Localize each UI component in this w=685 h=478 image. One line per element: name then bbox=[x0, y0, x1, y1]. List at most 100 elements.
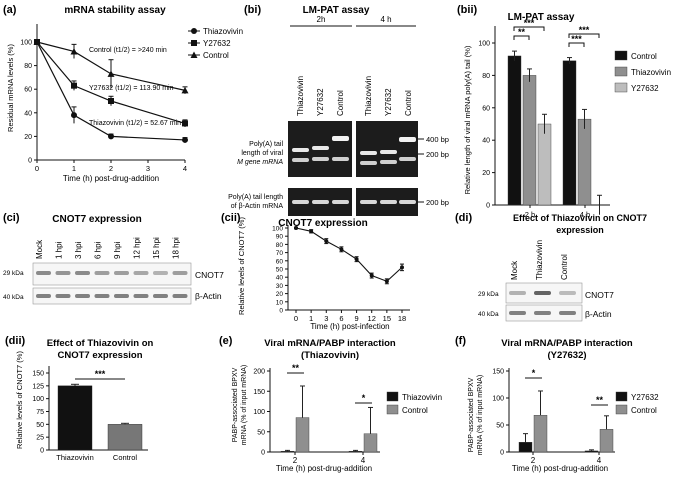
blot-band-actin bbox=[172, 294, 188, 298]
significance-bracket bbox=[568, 42, 585, 47]
bar-control bbox=[533, 415, 548, 453]
x-tick-label: 2 h bbox=[525, 210, 535, 219]
bar-y27632 bbox=[518, 442, 533, 453]
x-tick-label: 4 bbox=[361, 456, 366, 465]
blot-title-ci: CNOT7 expression bbox=[52, 214, 141, 225]
gel-band bbox=[312, 157, 329, 161]
time-label-2h: 2h bbox=[317, 15, 326, 24]
gel-row1-label-line1: Poly(A) tail bbox=[249, 141, 283, 148]
y-tick-label: 0 bbox=[486, 203, 490, 210]
blot-band-cnot7 bbox=[55, 271, 71, 275]
significance-bracket bbox=[513, 35, 530, 40]
panel-label-a: (a) bbox=[3, 4, 17, 16]
bar-control bbox=[295, 417, 310, 453]
significance-label: *** bbox=[571, 34, 582, 44]
blot-band-actin bbox=[75, 294, 90, 298]
blot-band-cnot7 bbox=[559, 291, 576, 295]
blot-actin-strip bbox=[32, 287, 192, 305]
blot-lane-label: 6 hpi bbox=[94, 241, 103, 259]
blot-band-actin bbox=[559, 311, 576, 315]
legend-label-control: Control bbox=[631, 406, 657, 415]
x-tick-label: 4 bbox=[183, 164, 187, 173]
y-axis-label-e-line2: mRNA (% of input mRNA) bbox=[241, 365, 248, 446]
x-tick-label: 3 bbox=[146, 164, 150, 173]
legend-swatch-thiazovivin bbox=[614, 66, 628, 77]
blot-band-actin bbox=[55, 294, 71, 298]
blot-band-actin bbox=[133, 294, 149, 298]
gel-band bbox=[312, 200, 329, 204]
blot-band-cnot7 bbox=[153, 271, 168, 275]
gel-lane-label: Control bbox=[404, 90, 413, 116]
blot-band-cnot7 bbox=[133, 271, 149, 275]
annotation-control-halflife: Control (t1/2) = >240 min bbox=[89, 47, 167, 54]
gel-band bbox=[292, 148, 309, 152]
gel-band bbox=[332, 200, 349, 204]
blot-band-actin bbox=[153, 294, 168, 298]
x-tick-label: 1 bbox=[72, 164, 76, 173]
blot-band-actin bbox=[509, 311, 526, 315]
x-tick-label: 2 bbox=[293, 456, 298, 465]
x-tick-label: 12 bbox=[368, 314, 376, 323]
marker-400bp: 400 bp bbox=[426, 135, 449, 144]
y-tick-label: 50 bbox=[496, 423, 504, 430]
annotation-y27632-halflife: Y27632 (t1/2) = 113.90 min bbox=[89, 85, 174, 92]
series-line-control bbox=[36, 41, 186, 91]
x-axis-label-a: Time (h) post-drug-addition bbox=[63, 174, 159, 183]
panel-label-f: (f) bbox=[455, 335, 466, 347]
x-tick-label: 0 bbox=[294, 314, 298, 323]
data-point-cnot7 bbox=[324, 239, 329, 244]
gel-band bbox=[380, 150, 397, 154]
y-tick-label: 20 bbox=[276, 291, 284, 298]
x-tick-label: 4 h bbox=[580, 210, 590, 219]
di-label-cnot7: CNOT7 bbox=[585, 290, 614, 300]
y-tick-label: 60 bbox=[24, 87, 32, 94]
panel-f: (f) Viral mRNA/PABP interaction (Y27632)… bbox=[455, 335, 659, 473]
y-tick-label: 80 bbox=[24, 63, 32, 70]
ci-label-cnot7: CNOT7 bbox=[195, 270, 224, 280]
legend-label-thiazovivin: Thiazovivin bbox=[203, 27, 243, 36]
significance-label: *** bbox=[524, 18, 535, 28]
gel-band bbox=[332, 136, 349, 141]
legend-label-thiazovivin: Thiazovivin bbox=[402, 393, 442, 402]
bar-control bbox=[507, 55, 522, 206]
blot-band-actin bbox=[534, 311, 551, 315]
data-point-y27632 bbox=[182, 120, 188, 127]
gel-band bbox=[399, 157, 416, 161]
y-tick-label: 40 bbox=[276, 275, 284, 282]
blot-lane-label: Thiazovivin bbox=[535, 240, 544, 280]
di-label-actin: β-Actin bbox=[585, 309, 612, 319]
y-tick-label: 0 bbox=[28, 158, 32, 165]
data-point-thiazovivin bbox=[71, 112, 77, 119]
panel-a: (a) mRNA stability assay Residual mRNA l… bbox=[3, 4, 243, 183]
legend-label-control: Control bbox=[203, 51, 229, 60]
chart-title-dii-line1: Effect of Thiazovivin on bbox=[47, 338, 154, 349]
bar-thiazovivin bbox=[57, 385, 93, 451]
y-tick-label: 20 bbox=[24, 134, 32, 141]
x-tick-label: 2 bbox=[531, 456, 536, 465]
panel-e: (e) Viral mRNA/PABP interaction (Thiazov… bbox=[219, 335, 442, 473]
chart-title-e-line1: Viral mRNA/PABP interaction bbox=[264, 338, 396, 349]
y-tick-label: 0 bbox=[261, 450, 265, 457]
ci-size-29kda: 29 kDa bbox=[3, 270, 24, 277]
blot-band-cnot7 bbox=[172, 271, 188, 275]
blot-band-actin bbox=[94, 294, 110, 298]
data-point-cnot7 bbox=[309, 229, 314, 234]
gel-lane-label: Thiazovivin bbox=[364, 76, 373, 116]
marker-200bp-actin: 200 bp bbox=[426, 198, 449, 207]
y-tick-label: 125 bbox=[32, 383, 44, 390]
chart-title-f-line2: (Y27632) bbox=[547, 350, 586, 361]
gel-band bbox=[332, 157, 349, 161]
blot-band-cnot7 bbox=[534, 291, 551, 295]
bar-y27632 bbox=[537, 123, 552, 206]
y-axis-label-dii: Relative levels of CNOT7 (%) bbox=[15, 351, 24, 449]
x-axis-label-cii: Time (h) post-infection bbox=[310, 322, 389, 331]
y-tick-label: 100 bbox=[492, 396, 504, 403]
y-tick-label: 90 bbox=[276, 234, 284, 241]
gel-band bbox=[399, 137, 416, 142]
blot-title-di-line2: expression bbox=[556, 225, 604, 235]
chart-title-e-line2: (Thiazovivin) bbox=[301, 350, 359, 361]
data-point-y27632 bbox=[108, 98, 114, 104]
y-tick-label: 50 bbox=[36, 422, 44, 429]
blot-band-cnot7 bbox=[36, 271, 51, 275]
legend-marker-control bbox=[190, 51, 198, 58]
